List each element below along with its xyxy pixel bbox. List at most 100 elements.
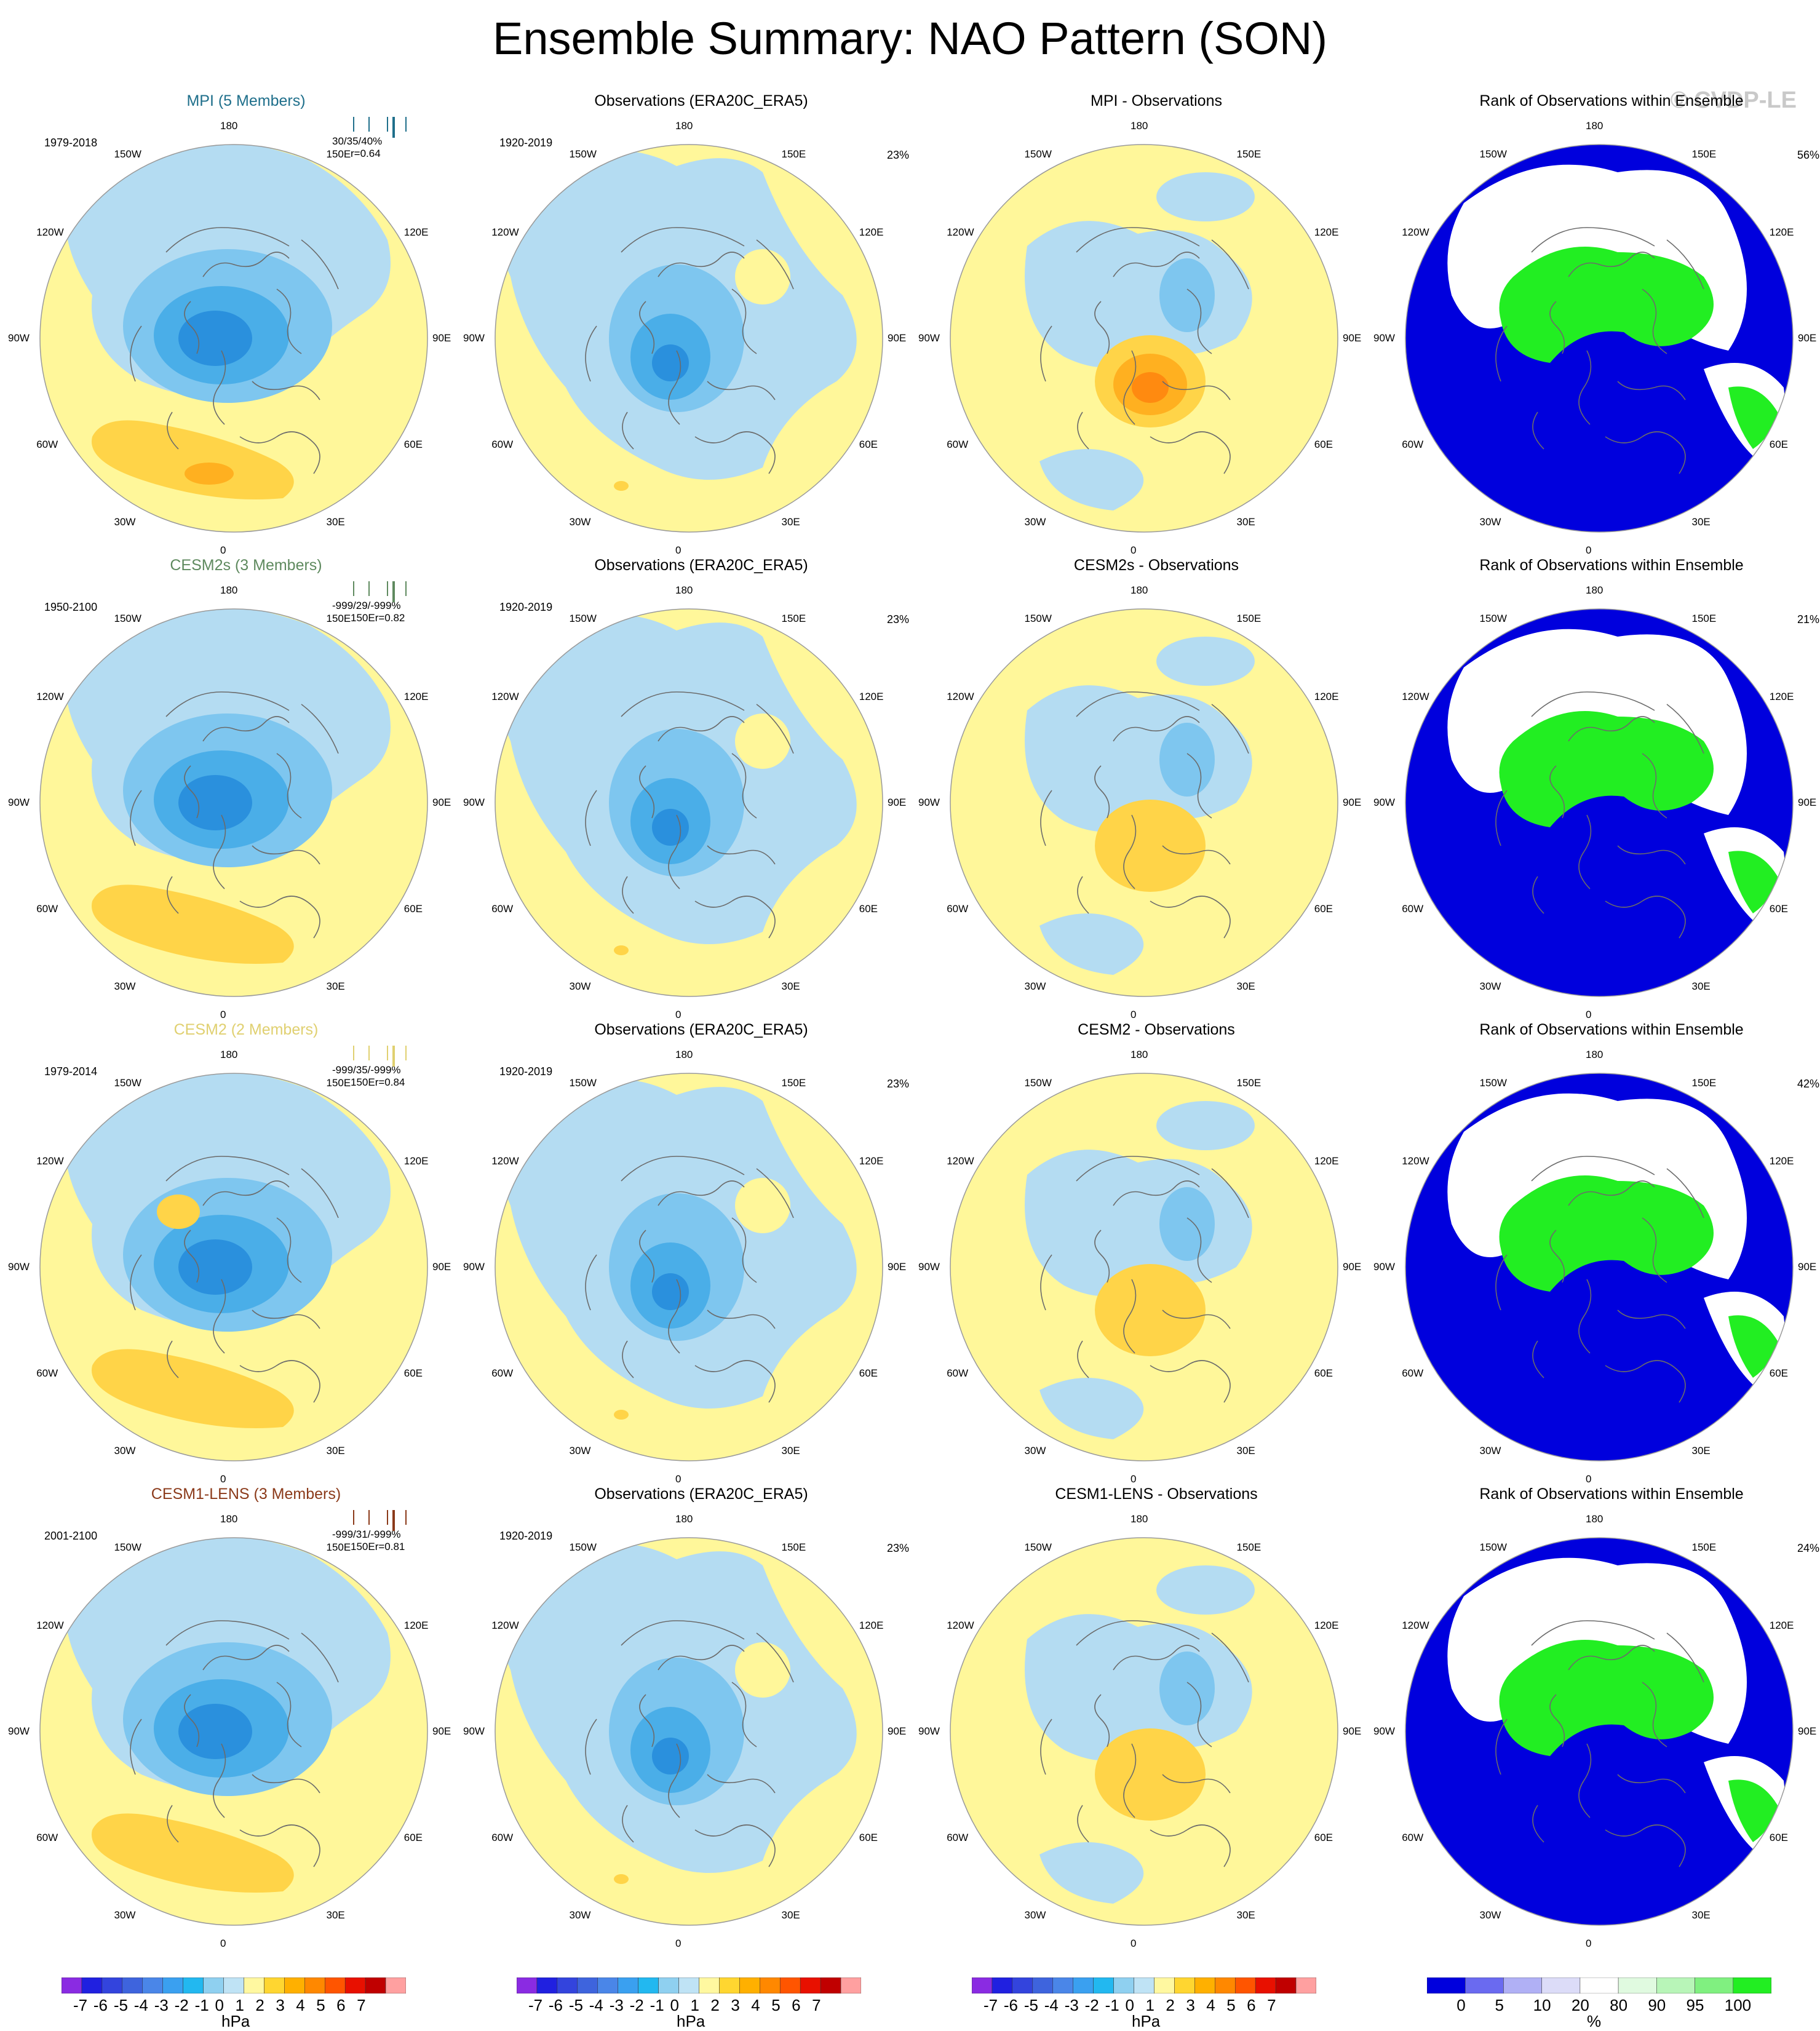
lon-label: 180: [220, 120, 238, 132]
lon-label: 60E: [1769, 902, 1789, 915]
colorbar-swatch: [971, 1977, 993, 1994]
lon-label: 150E: [1236, 148, 1262, 161]
coastline: [1642, 753, 1667, 819]
positive-anomaly-region: [1095, 1264, 1206, 1356]
positive-anomaly-region: [614, 481, 629, 491]
map-boundary: [495, 1537, 883, 1926]
coastline: [1642, 1217, 1667, 1283]
colorbar-swatch: [203, 1977, 224, 1994]
coastline: [167, 411, 179, 450]
lon-label: 30E: [326, 1444, 345, 1457]
coastline: [239, 896, 320, 939]
lon-label: 120W: [1402, 1155, 1429, 1167]
lon-label: 90E: [1798, 1725, 1817, 1737]
lon-label: 60W: [491, 902, 514, 915]
lon-label: 120E: [403, 1155, 429, 1167]
lon-label: 120E: [859, 690, 884, 702]
coastline: [1532, 876, 1544, 914]
panel-title: Rank of Observations within Ensemble: [1479, 92, 1744, 109]
positive-anomaly-center: [1132, 372, 1169, 403]
coastline: [252, 845, 320, 865]
coastline: [276, 1217, 302, 1283]
lon-label: 120E: [1769, 226, 1794, 238]
period-label: 1950-2100: [44, 601, 98, 613]
lon-label: 90E: [432, 1725, 451, 1737]
negative-anomaly-region: [1025, 221, 1252, 368]
lon-label: 90E: [1798, 797, 1817, 808]
coastline: [184, 1230, 200, 1283]
lon-label: 150E: [1691, 148, 1717, 161]
rank-high-region: [1728, 851, 1778, 913]
lon-label: 150E: [1236, 1541, 1262, 1554]
negative-anomaly-center: [178, 1239, 252, 1295]
lon-label: 30E: [326, 980, 345, 992]
coastline: [1568, 1645, 1655, 1671]
lon-label: 120W: [491, 690, 519, 702]
map-panel-rank: Rank of Observations within Ensemble 180 1…: [1373, 1021, 1820, 1488]
positive-anomaly-core: [185, 463, 234, 485]
colorbar-swatch: [840, 1977, 862, 1994]
positive-anomaly-region: [614, 1874, 629, 1884]
colorbar-swatch: [162, 1977, 183, 1994]
panel-title: CESM1-LENS - Observations: [1055, 1485, 1258, 1503]
percent-label: 24%: [1797, 1542, 1820, 1554]
coastline: [585, 1254, 597, 1311]
map-background: [735, 713, 790, 769]
coastline: [1666, 1632, 1704, 1683]
period-label: 1920-2019: [499, 137, 553, 149]
lon-label: 120E: [1769, 1619, 1794, 1631]
lon-label: 150W: [114, 1541, 141, 1554]
negative-anomaly-core: [1159, 1651, 1215, 1725]
map-background: [735, 1178, 790, 1233]
colorbar-swatch: [1194, 1977, 1215, 1994]
lon-label: 0: [1131, 1938, 1137, 1949]
coastline: [1162, 1310, 1231, 1329]
lon-label: 0: [1586, 544, 1592, 556]
colorbar-swatch: [638, 1977, 659, 1994]
lon-label: 30W: [569, 980, 591, 992]
lon-label: 120E: [1314, 690, 1339, 702]
map-boundary: [1405, 608, 1794, 997]
coastline: [1211, 1632, 1249, 1683]
lon-label: 150W: [1479, 1541, 1507, 1554]
coastline: [1617, 1774, 1686, 1794]
figure-title: Ensemble Summary: NAO Pattern (SON): [492, 13, 1328, 64]
coastline: [1495, 1254, 1508, 1311]
rank-high-region: [1728, 386, 1778, 449]
colorbar-swatch: [739, 1977, 760, 1994]
stats-line: r=0.64: [351, 148, 381, 159]
coastline: [1211, 1168, 1249, 1218]
colorbar-swatch: [264, 1977, 285, 1994]
lon-label: 60E: [403, 1831, 423, 1843]
lon-label: 0: [220, 1009, 226, 1020]
polar-map: [1405, 1073, 1794, 1461]
coastline: [658, 716, 745, 742]
colorbar-swatch: [1695, 1977, 1734, 1994]
lon-label: 120W: [947, 1155, 974, 1167]
colorbar-colorbar_hpa: -7 -6 -5 -4 -3 -2 -1 0 1 2 3 4 5 6 7 hPa: [61, 1977, 407, 2030]
lon-label: 30W: [1024, 1444, 1046, 1457]
map-boundary: [950, 608, 1338, 997]
lon-label: 150E: [1691, 613, 1717, 625]
lon-label: 150E: [326, 1077, 351, 1089]
lon-label: 30E: [1691, 1444, 1711, 1457]
lon-label: 30E: [1236, 980, 1255, 992]
lon-label: 60W: [491, 438, 514, 450]
panel-title: CESM2s - Observations: [1073, 557, 1239, 574]
map-boundary: [495, 1073, 883, 1461]
colorbar-swatch: [284, 1977, 305, 1994]
coastline: [1549, 301, 1565, 354]
coastline: [1605, 1824, 1686, 1867]
lon-label: 0: [1586, 1473, 1592, 1485]
colorbar-swatch: [678, 1977, 699, 1994]
lon-label: 60E: [859, 902, 878, 915]
colorbar-swatch: [81, 1977, 103, 1994]
coastline: [1186, 1217, 1212, 1283]
coastline: [622, 1805, 634, 1843]
coastline: [1531, 691, 1655, 717]
polar-map: [39, 608, 428, 997]
lon-label: 90E: [432, 1261, 451, 1273]
lon-label: 0: [675, 1009, 682, 1020]
coastline: [1123, 1279, 1137, 1354]
rank-high-region: [1499, 711, 1714, 827]
